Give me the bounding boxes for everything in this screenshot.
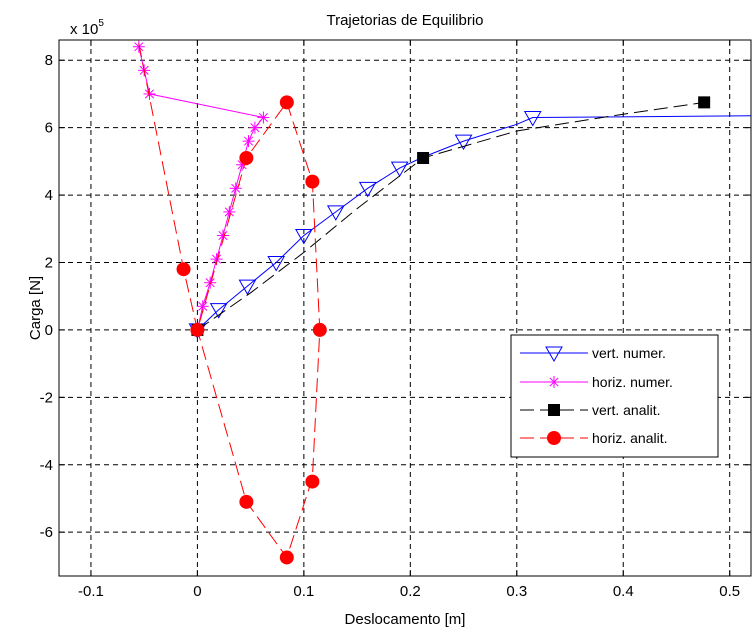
series-horiz-analit-marker (239, 494, 254, 509)
series-vert-numer-marker (523, 111, 542, 127)
series-horiz-numer-marker-stroke (243, 136, 254, 146)
series-horiz-analit-marker (176, 262, 191, 277)
series-horiz-analit-marker (279, 550, 294, 565)
series-horiz-numer-marker-stroke (258, 112, 268, 123)
y-tick-label: 0 (45, 322, 53, 339)
legend-entry-horiz-numer: horiz. numer. (520, 374, 673, 390)
series-horiz-numer-marker (242, 135, 255, 148)
y-tick-label: -2 (40, 389, 53, 406)
series-horiz-numer-marker-stroke (212, 254, 222, 264)
series-horiz-numer-marker-stroke (205, 278, 215, 288)
legend-entry-horiz-analit: horiz. analit. (520, 430, 667, 446)
ticks: -0.1 0 0.1 0.2 0.3 0.4 0.5 -6 -4 -2 0 2 4 6 8 (40, 40, 751, 600)
series-horiz-numer-marker-stroke (218, 230, 228, 241)
series-horiz-numer-line (138, 46, 265, 331)
x-axis-label: Deslocamento [m] (345, 611, 466, 628)
series-horiz-analit-marker (312, 322, 327, 337)
series-horiz-numer-marker (216, 229, 229, 242)
series-horiz-numer-marker-stroke (224, 207, 234, 217)
series-vert-numer-marker (358, 181, 377, 198)
series-horiz-numer-marker (204, 276, 217, 289)
legend-marker-horiz-analit (547, 431, 561, 445)
series-vert-numer-marker (267, 255, 286, 272)
series-horiz-numer-marker-stroke (144, 89, 155, 99)
y-multiplier: x 105 (70, 18, 104, 38)
grid (59, 40, 751, 576)
y-tick-label: -4 (40, 457, 53, 474)
series-vert-numer-marker (326, 205, 345, 221)
series-vert-analit-line (197, 101, 705, 331)
legend-marker-vert-numer (545, 346, 563, 363)
y-tick-label: 8 (45, 52, 53, 69)
y-tick-label: 4 (45, 187, 53, 204)
series-vert-analit-marker (417, 151, 430, 164)
series-horiz-analit-marker (305, 474, 320, 489)
legend-label-vert-analit: vert. analit. (592, 402, 660, 418)
y-multiplier-exponent: 5 (98, 18, 104, 29)
series-vert-numer-marker (454, 134, 473, 151)
series-horiz-numer-marker-stroke (250, 123, 260, 133)
chart-title: Trajetorias de Equilibrio (326, 12, 483, 29)
plot-frame (58, 39, 752, 577)
series-vert-numer-marker (238, 279, 257, 296)
series-horiz-numer-marker-stroke (198, 301, 208, 311)
y-tick-label: 6 (45, 120, 53, 137)
series-horiz-numer-marker (210, 253, 223, 266)
y-axis-label: Carga [N] (27, 276, 44, 340)
series-horiz-analit-marker (239, 150, 254, 165)
legend-label-vert-numer: vert. numer. (592, 345, 666, 361)
series-horiz-analit-marker (305, 174, 320, 189)
series-horiz-numer-marker (223, 205, 236, 218)
series-horiz-numer-marker-stroke (134, 42, 144, 52)
series-layer (132, 40, 751, 565)
legend-entry-vert-analit: vert. analit. (520, 402, 660, 418)
y-tick-label: -6 (40, 524, 53, 541)
x-tick-label: 0.4 (613, 583, 634, 600)
x-tick-label: 0.5 (719, 583, 740, 600)
x-tick-label: 0.3 (506, 583, 527, 600)
series-horiz-analit-marker (279, 95, 294, 110)
legend-entry-vert-numer: vert. numer. (520, 345, 666, 363)
series-horiz-analit-marker (190, 322, 205, 337)
series-vert-analit-marker (698, 96, 711, 109)
legend-box (510, 334, 719, 458)
series-horiz-numer-marker (229, 182, 242, 195)
x-tick-label: 0 (193, 583, 201, 600)
legend-label-horiz-analit: horiz. analit. (592, 430, 667, 446)
x-tick-label: 0.2 (400, 583, 421, 600)
series-horiz-numer-marker (257, 111, 270, 124)
series-horiz-numer-marker (248, 121, 261, 134)
y-multiplier-base: x 10 (70, 21, 98, 38)
y-tick-label: 2 (45, 254, 53, 271)
plot-area (59, 40, 751, 576)
series-horiz-numer-marker (132, 40, 145, 53)
series-horiz-analit (138, 43, 327, 565)
legend-marker-vert-analit (548, 404, 560, 416)
legend-label-horiz-numer: horiz. numer. (592, 374, 673, 390)
series-vert-numer-marker (209, 303, 228, 319)
x-tick-label: -0.1 (78, 583, 104, 600)
series-vert-numer-marker (294, 229, 313, 245)
legend: vert. numer. horiz. numer. vert. analit.… (510, 334, 719, 458)
legend-marker-horiz-numer (548, 376, 560, 388)
series-vert-numer-line (197, 115, 751, 331)
series-vert-numer-marker (390, 161, 409, 178)
series-horiz-numer-marker (143, 87, 156, 100)
x-tick-label: 0.1 (293, 583, 314, 600)
